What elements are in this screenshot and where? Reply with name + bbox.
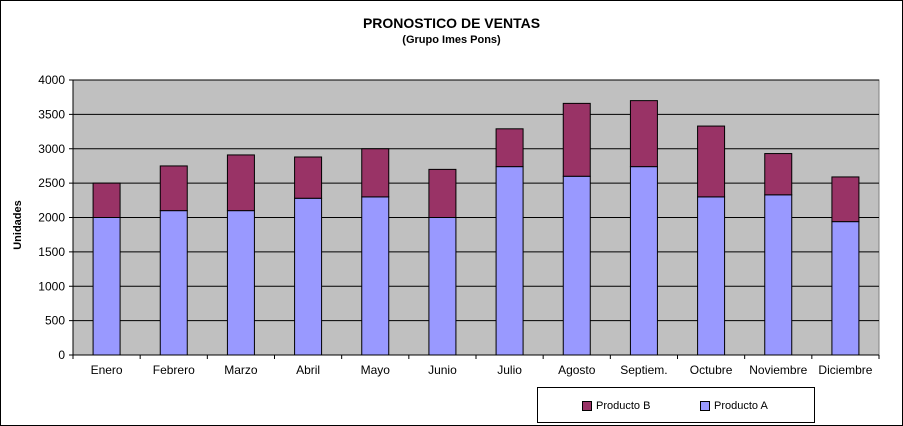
bar-producto-a-0 bbox=[92, 217, 121, 356]
y-tick-label-0: 0 bbox=[58, 348, 65, 362]
y-tick-label-1000: 1000 bbox=[38, 279, 65, 293]
chart-title: PRONOSTICO DE VENTAS bbox=[362, 15, 541, 31]
legend-swatch-producto-b bbox=[582, 401, 592, 411]
bar-producto-a-4 bbox=[361, 196, 390, 356]
x-tick-label-1: Febrero bbox=[153, 363, 195, 377]
bar-producto-a-7 bbox=[562, 175, 591, 356]
bar-producto-a-2 bbox=[226, 210, 255, 356]
x-tick-label-2: Marzo bbox=[224, 363, 258, 377]
x-tick-label-3: Abril bbox=[296, 363, 320, 377]
bar-producto-b-6 bbox=[495, 128, 524, 168]
legend-item-producto-a: Producto A bbox=[700, 400, 768, 412]
x-tick-label-10: Noviembre bbox=[749, 363, 807, 377]
bar-producto-b-3 bbox=[294, 156, 323, 199]
x-tick-label-7: Agosto bbox=[558, 363, 596, 377]
bar-producto-a-3 bbox=[294, 197, 323, 356]
bar-producto-a-5 bbox=[428, 217, 457, 356]
x-tick-label-8: Septiem. bbox=[620, 363, 667, 377]
bar-producto-b-0 bbox=[92, 182, 121, 218]
bar-producto-a-9 bbox=[697, 196, 726, 356]
y-tick-label-2000: 2000 bbox=[38, 211, 65, 225]
bar-producto-a-6 bbox=[495, 166, 524, 356]
bar-producto-a-8 bbox=[629, 166, 658, 356]
bar-producto-a-1 bbox=[159, 210, 188, 356]
bar-producto-a-11 bbox=[831, 221, 860, 356]
bar-producto-a-10 bbox=[764, 194, 793, 356]
chart-subtitle: (Grupo Imes Pons) bbox=[402, 34, 501, 46]
bar-producto-b-10 bbox=[764, 153, 793, 196]
legend-label-producto-a: Producto A bbox=[714, 400, 768, 412]
legend-swatch-producto-a bbox=[700, 401, 710, 411]
legend-label-producto-b: Producto B bbox=[596, 400, 651, 412]
bar-producto-b-5 bbox=[428, 168, 457, 218]
y-tick-label-500: 500 bbox=[45, 314, 65, 328]
x-tick-label-4: Mayo bbox=[361, 363, 391, 377]
bar-producto-b-2 bbox=[226, 154, 255, 212]
x-tick-label-11: Diciembre bbox=[818, 363, 872, 377]
y-tick-label-3000: 3000 bbox=[38, 142, 65, 156]
x-tick-label-9: Octubre bbox=[690, 363, 733, 377]
bar-producto-b-7 bbox=[562, 102, 591, 177]
x-tick-label-0: Enero bbox=[91, 363, 123, 377]
legend-item-producto-b: Producto B bbox=[582, 400, 650, 412]
y-tick-label-3500: 3500 bbox=[38, 107, 65, 121]
legend: Producto B Producto A bbox=[537, 387, 815, 423]
y-tick-label-2500: 2500 bbox=[38, 176, 65, 190]
y-tick-label-1500: 1500 bbox=[38, 245, 65, 259]
bar-producto-b-1 bbox=[159, 165, 188, 212]
x-tick-label-5: Junio bbox=[428, 363, 457, 377]
bar-producto-b-8 bbox=[629, 100, 658, 168]
bar-producto-b-9 bbox=[697, 125, 726, 198]
x-tick-label-6: Julio bbox=[497, 363, 522, 377]
bar-producto-b-11 bbox=[831, 176, 860, 223]
bar-producto-b-4 bbox=[361, 148, 390, 198]
y-tick-label-4000: 4000 bbox=[38, 73, 65, 87]
